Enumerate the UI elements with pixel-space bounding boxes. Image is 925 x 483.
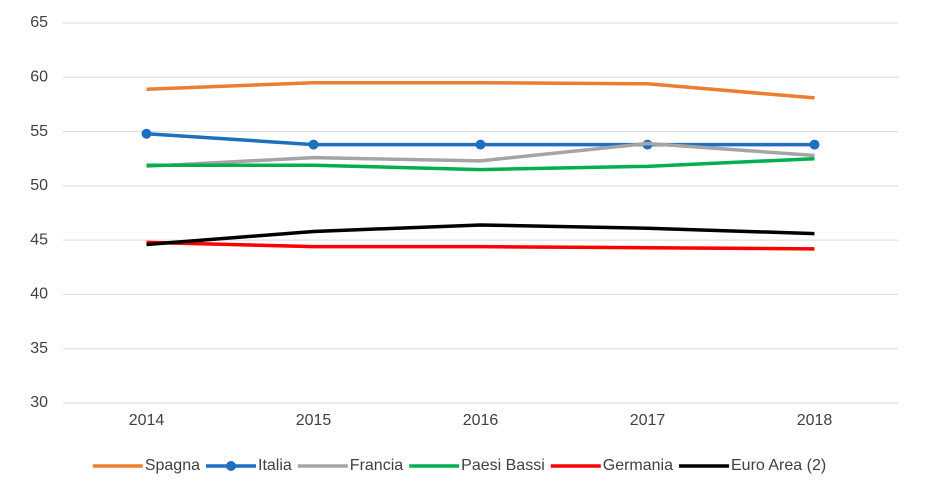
y-tick-label: 50 — [30, 177, 48, 194]
series-line — [146, 141, 815, 169]
legend-label: Spagna — [145, 457, 200, 474]
point — [141, 128, 152, 139]
point — [475, 139, 486, 150]
point — [308, 139, 319, 150]
legend: Spagna Italia Francia Paesi Bassi Germania Eu… — [92, 457, 826, 474]
legend-label: Francia — [350, 457, 403, 474]
legend-label: Germania — [603, 457, 673, 474]
y-tick-label: 60 — [30, 69, 48, 86]
series-line — [146, 240, 815, 251]
x-tick-label: 2015 — [296, 412, 332, 429]
legend-label: Italia — [258, 457, 292, 474]
x-tick-label: 2016 — [463, 412, 499, 429]
point — [809, 139, 820, 150]
legend-marker — [226, 461, 237, 471]
x-tick-label: 2014 — [129, 412, 165, 429]
y-tick-label: 65 — [30, 14, 48, 31]
series-line — [146, 80, 815, 100]
legend-label: Euro Area (2) — [731, 457, 826, 474]
series-line — [146, 223, 815, 247]
x-tick-label: 2017 — [630, 412, 666, 429]
y-tick-label: 55 — [30, 123, 48, 140]
y-tick-label: 30 — [30, 394, 48, 411]
y-tick-label: 35 — [30, 340, 48, 357]
series-line — [146, 156, 815, 172]
legend-label: Paesi Bassi — [461, 457, 545, 474]
y-tick-label: 45 — [30, 231, 48, 248]
y-tick-label: 40 — [30, 286, 48, 303]
x-tick-label: 2018 — [797, 412, 833, 429]
